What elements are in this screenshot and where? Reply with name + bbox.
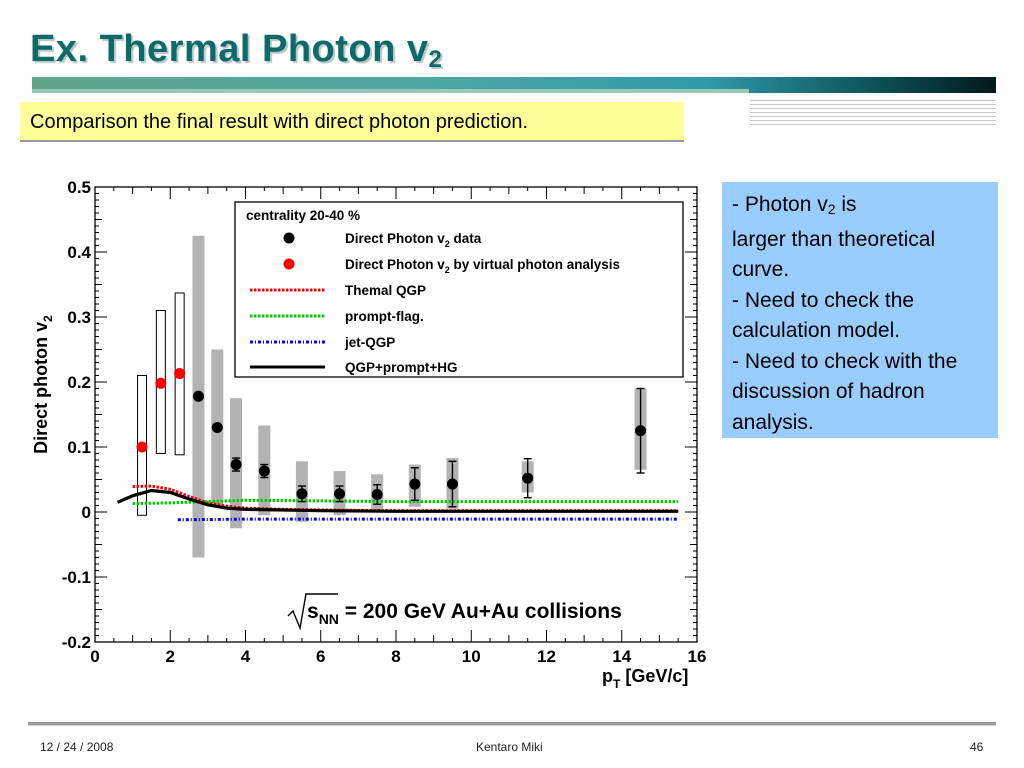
data-point-virtual-photon [174, 368, 186, 380]
data-point-direct-photon [409, 478, 421, 490]
data-point-direct-photon [371, 488, 383, 500]
subtitle-text: Comparison the final result with direct … [30, 111, 529, 133]
x-tick-label: 14 [612, 647, 631, 666]
chart-legend: centrality 20-40 % Direct Photon v2 data D… [234, 201, 684, 378]
legend-label: jet-QGP [344, 335, 395, 350]
note-line-4: - Need to check with the discussion of h… [732, 349, 958, 434]
data-point-direct-photon [296, 488, 308, 500]
y-tick-label: 0.2 [67, 373, 91, 392]
x-tick-label: 16 [688, 647, 707, 666]
note-line-1: - Photon v2 is [732, 190, 988, 225]
legend-label: QGP+prompt+HG [345, 360, 458, 375]
curve-qgp-prompt-hg [116, 488, 679, 513]
x-tick-label: 2 [166, 647, 175, 666]
slide-title: Ex. Thermal Photon v2 [30, 28, 442, 74]
title-bar-strip [32, 89, 749, 93]
notes-box: - Photon v2 is larger than theoretical c… [722, 182, 998, 438]
data-point-direct-photon [192, 390, 204, 402]
y-tick-label: 0.5 [67, 178, 91, 197]
energy-annotation: sNN = 200 GeV Au+Au collisions [287, 593, 622, 631]
v2-chart: 0 2 4 6 8 10 12 14 16 -0.2 -0.1 0 0.1 0.2 0.3 0.4 0.5 Dir… [31, 178, 707, 691]
y-tick-label: 0 [82, 503, 91, 522]
curve-jet-qgp [177, 517, 679, 522]
data-point-direct-photon [446, 478, 458, 490]
data-point-direct-photon [258, 465, 270, 477]
y-axis-label: Direct photon v2 [31, 315, 55, 454]
x-tick-label: 12 [537, 647, 556, 666]
legend-label: Direct Photon v2 data [345, 231, 482, 249]
x-tick-label: 10 [462, 647, 481, 666]
data-point-direct-photon [334, 488, 346, 500]
footer-divider-light [28, 725, 996, 726]
decorative-lines [750, 100, 996, 126]
legend-title: centrality 20-40 % [246, 208, 360, 223]
data-point-direct-photon [522, 472, 534, 484]
data-point-virtual-photon [136, 441, 148, 453]
x-axis-label: pT [GeV/c] [602, 666, 688, 691]
legend-label: prompt-flag. [345, 309, 424, 324]
y-tick-label: 0.1 [67, 438, 91, 457]
energy-annotation-text: sNN = 200 GeV Au+Au collisions [307, 600, 622, 627]
note-text: - Photon v [732, 193, 828, 216]
legend-label: Themal QGP [345, 283, 426, 298]
slide-title-text: Ex. Thermal Photon v [30, 28, 429, 70]
note-line-2: larger than theoretical curve. [732, 227, 936, 282]
data-point-direct-photon [635, 425, 647, 437]
y-tick-label: -0.2 [62, 633, 91, 652]
note-subscript: 2 [827, 201, 836, 217]
subtitle-box: Comparison the final result with direct … [20, 102, 684, 142]
data-point-virtual-photon [155, 377, 167, 389]
data-point-direct-photon [230, 459, 242, 471]
note-line-3: - Need to check the calculation model. [732, 288, 915, 343]
curve-prompt-flag- [132, 498, 679, 505]
x-tick-label: 4 [241, 647, 251, 666]
footer-page-number: 46 [970, 740, 984, 754]
y-tick-label: 0.4 [67, 243, 91, 262]
footer-author: Kentaro Miki [476, 740, 543, 754]
sqrt-sign [287, 593, 338, 631]
legend-box [234, 201, 684, 378]
legend-marker [283, 232, 295, 244]
x-tick-label: 8 [391, 647, 400, 666]
note-text: is [835, 193, 857, 216]
x-tick-label: 6 [316, 647, 325, 666]
x-tick-label: 0 [90, 647, 99, 666]
legend-label: Direct Photon v2 by virtual photon analy… [345, 257, 620, 275]
footer-divider [28, 722, 996, 725]
data-point-direct-photon [211, 422, 223, 433]
y-tick-label: -0.1 [62, 568, 91, 587]
legend-marker [283, 258, 295, 270]
slide-title-subscript: 2 [428, 46, 443, 73]
y-tick-label: 0.3 [67, 308, 91, 327]
footer-date: 12 / 24 / 2008 [40, 740, 114, 754]
